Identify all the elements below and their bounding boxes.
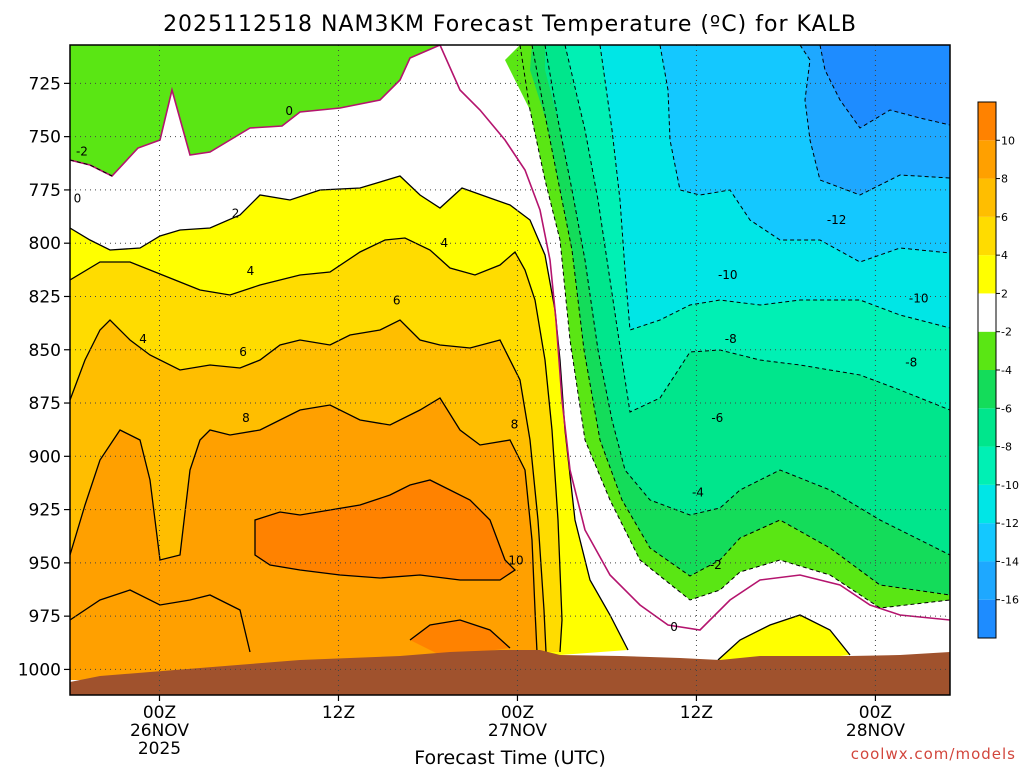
y-tick-label: 900 [29,447,61,467]
colorbar-tick-label: -8 [1001,441,1012,454]
x-tick-label: 12Z [322,703,355,723]
contour-labels: -2 0 0 2 4 4 4 6 6 8 8 10 -12 -10 -10 -8 -8 -6 -4 -2 0 [74,104,929,634]
contour-label: 2 [232,206,240,220]
band-pos10 [255,480,515,580]
y-axis: 725 750 775 800 825 850 875 900 925 950 975 1000 [18,74,70,680]
colorbar-swatch [978,255,996,294]
colorbar-swatch [978,293,996,332]
colorbar-tick-label: 10 [1001,134,1015,147]
contour-label: -2 [76,145,88,159]
contour-label: 0 [285,104,293,118]
colorbar-swatch [978,216,996,256]
band-neg4-upper-left [70,45,440,176]
x-tick-label: 00Z [859,703,892,723]
grid-lines [70,45,950,695]
colorbar-tick-label: -16 [1001,594,1019,607]
contour-label: 8 [242,411,250,425]
colorbar-tick-label: -14 [1001,555,1019,568]
y-tick-label: 750 [29,128,61,148]
contour-label: 0 [670,620,678,634]
contour-label: 6 [239,345,247,359]
x-tick-label: 26NOV [130,721,189,741]
x-tick-label: 12Z [680,703,713,723]
y-tick-label: 725 [29,74,61,94]
contour-label: -4 [692,486,704,500]
colorbar-swatch [978,446,996,485]
contour-label: 4 [247,264,255,278]
x-tick-label: 00Z [143,703,176,723]
y-tick-label: 975 [29,607,61,627]
contour-label: 10 [508,554,523,568]
band-neg18 [820,45,950,128]
credit-text: coolwx.com/models [851,745,1016,763]
colorbar-tick-label: -6 [1001,402,1012,415]
y-tick-label: 875 [29,394,61,414]
y-tick-label: 800 [29,234,61,254]
colorbar-tick-label: -2 [1001,326,1012,339]
colorbar-tick-label: 8 [1001,173,1008,186]
dashed-contours [70,45,950,609]
colorbar-swatch [978,408,996,447]
x-tick-label: 28NOV [846,721,905,741]
contour-label: 6 [393,294,401,308]
colorbar: -16 -14 -12 -10 -8 -6 -4 -2 2 4 6 8 10 [977,101,1019,639]
colorbar-tick-label: 6 [1001,211,1008,224]
contour-label: -12 [827,213,847,227]
contour-label: -6 [711,411,723,425]
contour-label: 8 [511,417,519,431]
colorbar-tick-label: 4 [1001,249,1008,262]
colorbar-tick-label: -10 [1001,479,1019,492]
contour-label: -10 [909,292,929,306]
contour-label: 4 [441,236,449,250]
colorbar-swatch [978,561,996,600]
x-tick-label: 27NOV [488,721,547,741]
y-tick-label: 775 [29,181,61,201]
y-tick-label: 1000 [18,660,61,680]
colorbar-tick-label: -12 [1001,517,1019,530]
contour-label: -10 [718,268,738,282]
band-pos8-right [718,615,850,660]
zero-contours [70,45,950,631]
colorbar-swatch [978,484,996,524]
contour-label: 0 [74,191,82,205]
plot-area: -2 0 0 2 4 4 4 6 6 8 8 10 -12 -10 -10 -8 -8 -6 -4 -2 0 [70,45,950,695]
x-tick-label: 2025 [138,739,181,759]
y-tick-label: 825 [29,287,61,307]
contour-label: -8 [905,356,917,370]
colorbar-swatch [978,599,996,638]
plot-frame [69,44,951,696]
y-tick-label: 925 [29,501,61,521]
colorbar-swatch [978,331,996,370]
colorbar-swatch [978,523,996,562]
colorbar-swatch [978,370,996,409]
chart-title: 2025112518 NAM3KM Forecast Temperature (… [163,12,857,37]
y-tick-label: 950 [29,554,61,574]
contour-label: -8 [725,332,737,346]
colorbar-swatch [978,178,996,217]
colorbar-tick-label: -4 [1001,364,1012,377]
colorbar-tick-label: 2 [1001,287,1008,300]
y-tick-label: 850 [29,341,61,361]
contour-label: 4 [139,332,147,346]
terrain [70,650,950,695]
x-tick-label: 00Z [501,703,534,723]
colorbar-swatch [978,102,996,141]
contour-label: -2 [710,558,722,572]
x-axis-label: Forecast Time (UTC) [414,747,605,768]
colorbar-swatch [978,140,996,179]
